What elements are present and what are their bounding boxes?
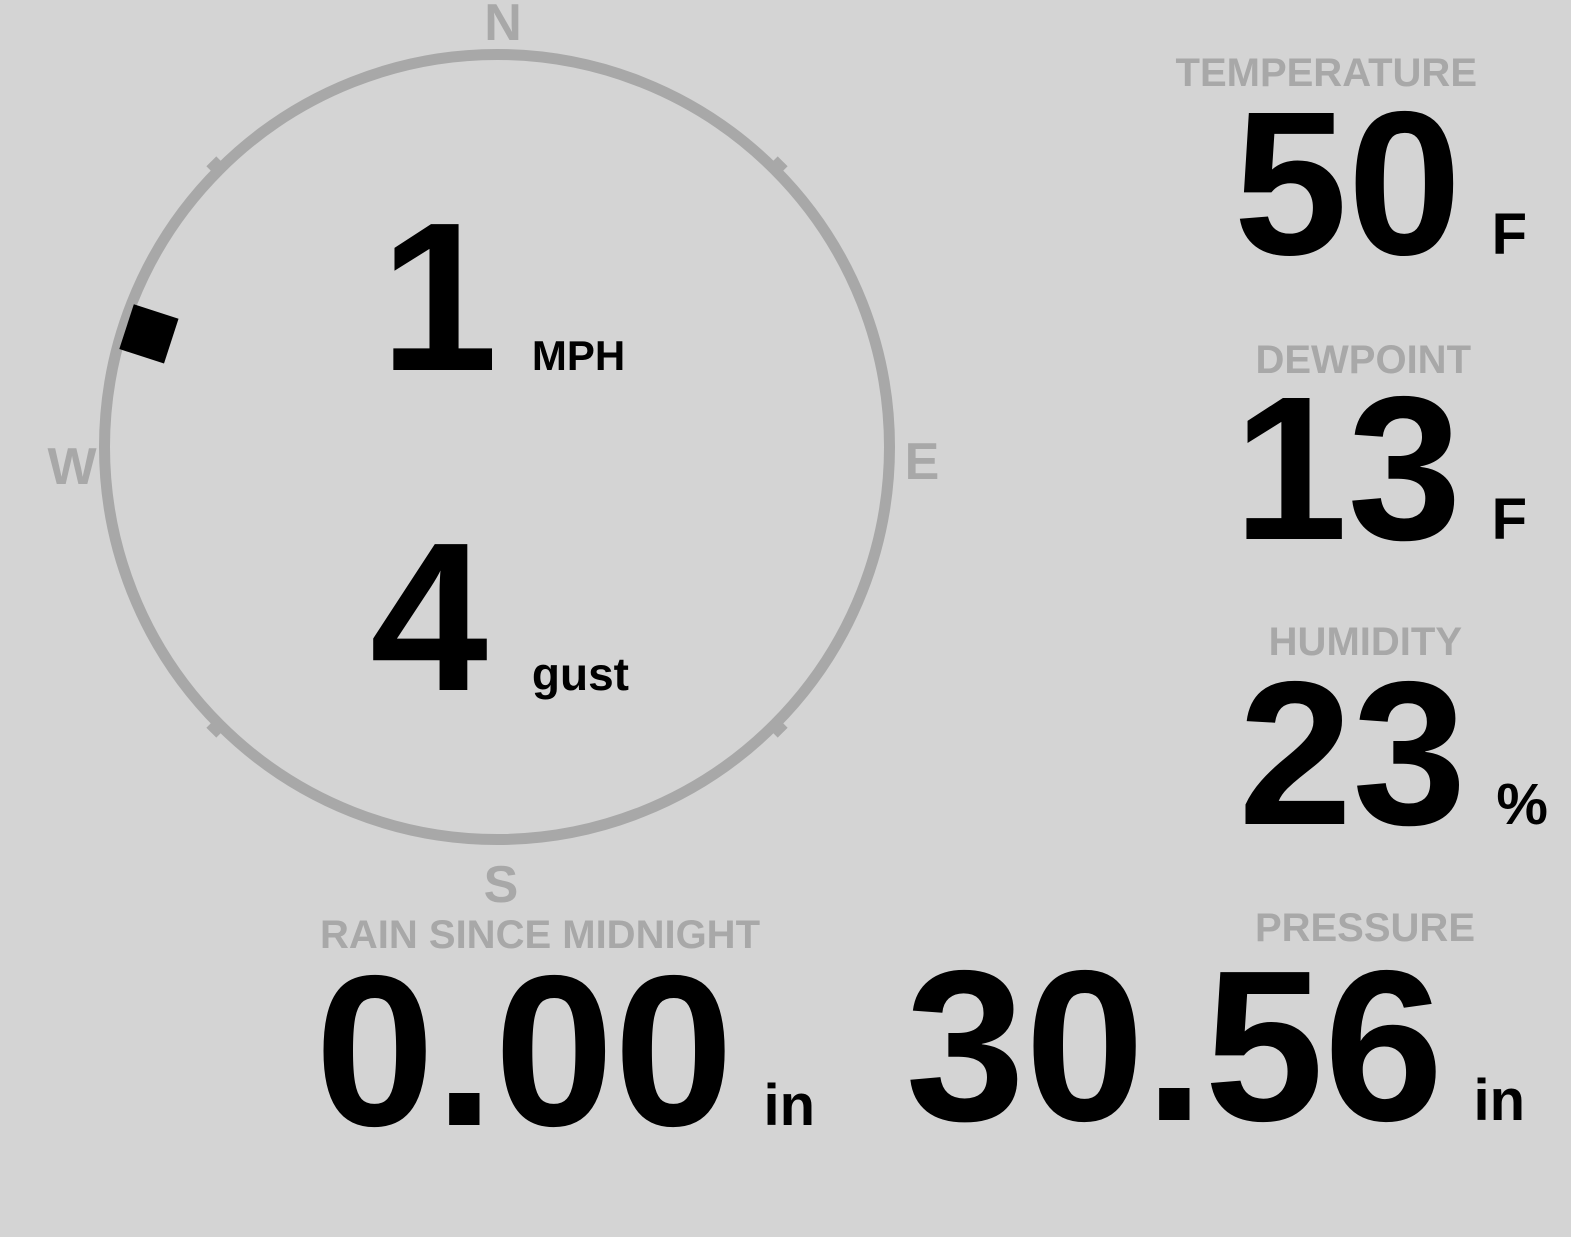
wind-speed: 1 MPH (380, 191, 625, 403)
pressure-value: 30.56 (905, 925, 1444, 1166)
rain-value: 0.00 (315, 930, 734, 1171)
dewpoint-readout: 13 F (1234, 366, 1527, 571)
pressure-unit: in (1473, 1068, 1525, 1133)
rain-unit: in (763, 1073, 815, 1138)
pressure-label: PRESSURE (1254, 906, 1475, 950)
dewpoint-value: 13 (1233, 354, 1462, 583)
temperature-unit: F (1491, 202, 1527, 267)
compass-ring (99, 49, 895, 845)
wind-speed-unit: MPH (531, 332, 626, 379)
wind-gust-value: 4 (370, 498, 488, 735)
wind-speed-value: 1 (380, 178, 498, 415)
temperature-readout: 50 F (1234, 81, 1527, 286)
dewpoint-label: DEWPOINT (1255, 338, 1471, 382)
rain-label: RAIN SINCE MIDNIGHT (320, 913, 760, 957)
compass-label-west: W (47, 438, 97, 496)
humidity-value: 23 (1238, 639, 1467, 868)
compass-label-east: E (904, 433, 940, 491)
humidity-readout: 23% (1238, 651, 1548, 856)
temperature-value: 50 (1233, 69, 1462, 298)
temperature-label: TEMPERATURE (1175, 51, 1477, 95)
rain-readout: 0.00 in (315, 943, 815, 1158)
dewpoint-unit: F (1491, 487, 1527, 552)
wind-gust: 4 gust (370, 511, 629, 723)
compass-label-south: S (483, 856, 519, 914)
pressure-readout: 30.56 in (905, 938, 1525, 1153)
humidity-label: HUMIDITY (1268, 620, 1462, 664)
humidity-unit: % (1496, 772, 1548, 837)
compass-label-north: N (484, 0, 522, 52)
wind-gust-unit: gust (531, 648, 630, 700)
